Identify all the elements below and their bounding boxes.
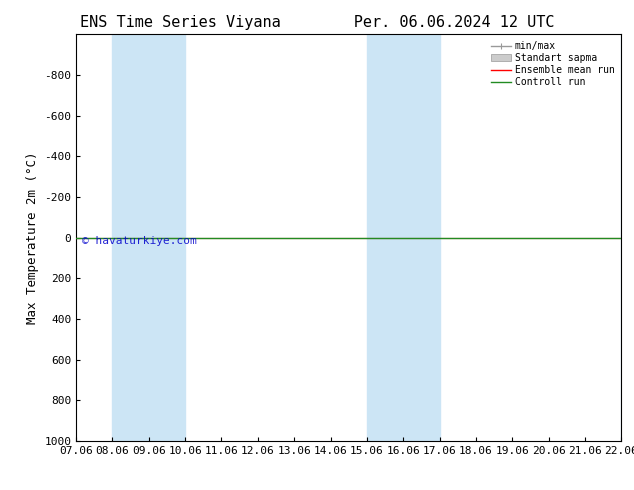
Bar <box>621 34 634 441</box>
Bar <box>367 34 439 441</box>
Bar <box>112 34 185 441</box>
Text: ENS Time Series Viyana        Per. 06.06.2024 12 UTC: ENS Time Series Viyana Per. 06.06.2024 1… <box>80 15 554 30</box>
Y-axis label: Max Temperature 2m (°C): Max Temperature 2m (°C) <box>25 151 39 324</box>
Legend: min/max, Standart sapma, Ensemble mean run, Controll run: min/max, Standart sapma, Ensemble mean r… <box>489 39 616 89</box>
Text: © havaturkiye.com: © havaturkiye.com <box>82 236 197 245</box>
